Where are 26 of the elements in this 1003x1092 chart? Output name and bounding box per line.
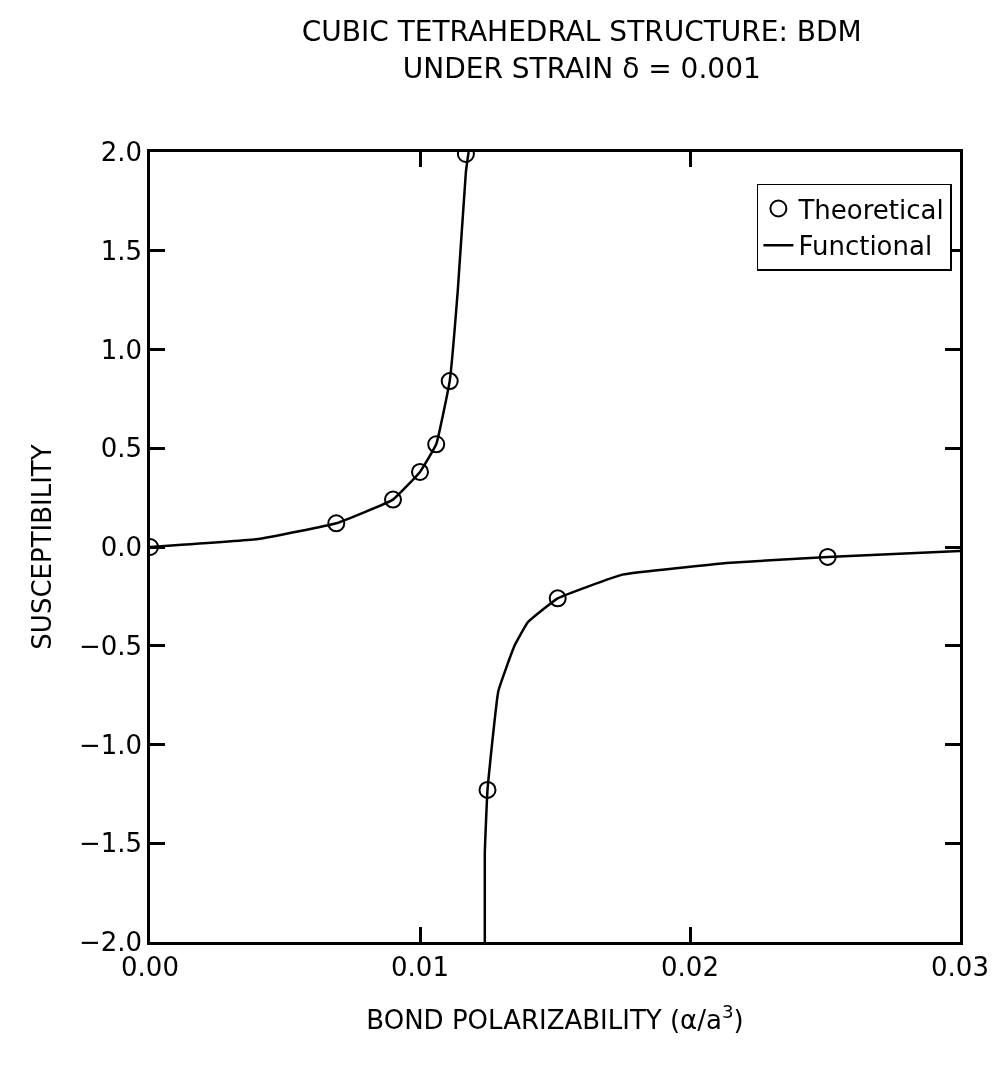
x-axis-title: BOND POLARIZABILITY (α/a$^{3}$) <box>366 1000 744 1035</box>
legend-label: Functional <box>798 231 933 262</box>
chart-subtitle: UNDER STRAIN δ = 0.001 <box>402 51 761 85</box>
point <box>384 490 402 509</box>
point <box>427 435 446 454</box>
chart-title: CUBIC TETRAHEDRAL STRUCTURE: BDM <box>301 15 862 49</box>
x-tick-label: 0.00 <box>121 951 179 982</box>
point <box>411 462 429 481</box>
y-tick-label: −1.5 <box>78 828 143 859</box>
y-tick-label: 0.5 <box>100 433 143 464</box>
y-tick-label: −0.5 <box>78 630 143 661</box>
x-tick-label: 0.02 <box>661 951 719 982</box>
x-tick-label: 0.01 <box>391 951 449 982</box>
y-tick-label: 1.5 <box>100 235 143 266</box>
y-tick-label: 2.0 <box>100 137 143 168</box>
point <box>478 780 497 799</box>
point <box>440 372 459 391</box>
y-tick-label: −1.0 <box>78 729 143 760</box>
point <box>818 547 837 566</box>
x-tick-label: 0.03 <box>931 951 989 982</box>
legend-label: Theoretical <box>797 194 944 225</box>
y-axis-title: SUSCEPTIBILITY <box>27 444 58 650</box>
point <box>548 589 567 608</box>
point <box>327 514 346 533</box>
y-tick-label: 0.0 <box>100 532 143 563</box>
y-tick-label: 1.0 <box>100 334 143 365</box>
